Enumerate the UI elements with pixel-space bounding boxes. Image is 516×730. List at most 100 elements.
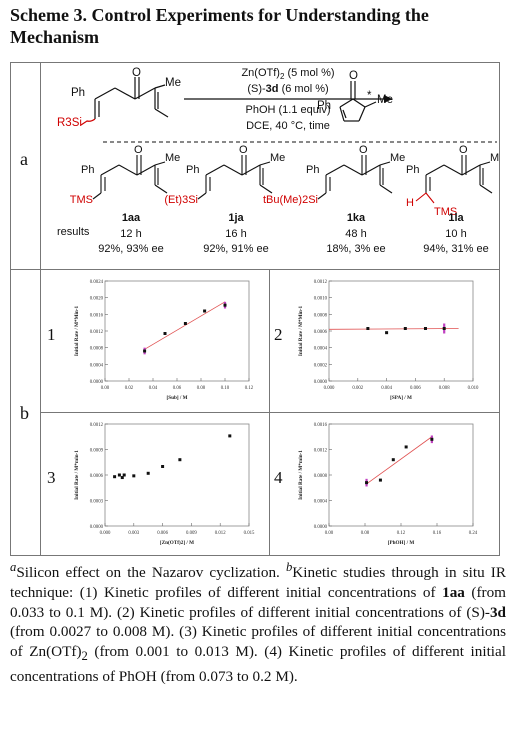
data-point xyxy=(228,434,232,438)
caption-b-text4: (from 0.001 to 0.013 M). (4) Kinetic pro… xyxy=(10,643,506,686)
svg-text:(S)-3d (6 mol %): (S)-3d (6 mol %) xyxy=(247,83,328,95)
y-tick-label: 0.0006 xyxy=(314,330,328,335)
structure-ph: Ph xyxy=(306,164,319,176)
substrate-me: Me xyxy=(165,77,181,89)
data-point xyxy=(163,332,167,335)
x-tick-label: 0.16 xyxy=(433,531,442,536)
kinetic-plot-2: 0.0000 0.0002 0.0004 0.0006 0.0008 0.0010 0.00… xyxy=(298,280,479,401)
substrate-yield-ee: 92%, 91% ee xyxy=(203,243,268,255)
data-point xyxy=(423,327,427,330)
data-point xyxy=(178,458,182,462)
plot-frame xyxy=(104,280,250,382)
plot-number-4: 4 xyxy=(274,468,283,487)
fit-line xyxy=(144,301,226,350)
scheme-figure: a b xyxy=(10,62,500,556)
substrate-time: 48 h xyxy=(345,228,366,240)
data-point xyxy=(391,458,395,462)
substrate-yield-ee: 94%, 31% ee xyxy=(423,243,488,255)
reagent-zn-sub: 2 xyxy=(280,72,285,81)
caption-b-bold2: 3d xyxy=(489,603,506,621)
structure-o: O xyxy=(134,144,143,156)
x-tick-label: 0.02 xyxy=(125,386,134,391)
y-axis-label: Initial Rate / M*min-1 xyxy=(298,450,304,500)
structure-ph: Ph xyxy=(186,164,199,176)
substrate-yield-ee: 92%, 93% ee xyxy=(98,243,163,255)
x-tick-label: 0.004 xyxy=(381,386,392,391)
structure-me: Me xyxy=(165,152,180,164)
y-tick-label: 0.0004 xyxy=(90,363,104,368)
data-point xyxy=(143,349,147,353)
product-o: O xyxy=(349,70,358,82)
x-tick-label: 0.003 xyxy=(128,531,139,536)
y-tick-label: 0.0024 xyxy=(90,280,104,285)
structure-o: O xyxy=(459,144,468,156)
x-tick-label: 0.000 xyxy=(100,531,111,536)
data-point xyxy=(385,331,389,335)
product-star: * xyxy=(367,90,372,102)
data-point xyxy=(183,322,187,325)
x-tick-label: 0.009 xyxy=(186,531,197,536)
substrate-time: 16 h xyxy=(225,228,246,240)
y-tick-label: 0.0004 xyxy=(314,500,328,505)
y-tick-label: 0.0000 xyxy=(90,380,104,385)
substrate-group: (Et)3Si xyxy=(164,194,198,206)
caption-b-mark: b xyxy=(285,560,293,574)
x-tick-label: 0.12 xyxy=(397,531,406,536)
x-tick-label: 0.00 xyxy=(325,531,334,536)
data-point xyxy=(117,473,121,477)
x-tick-label: 0.015 xyxy=(244,531,255,536)
x-tick-label: 0.006 xyxy=(157,531,168,536)
y-axis-label: Initial Rate / M*min-1 xyxy=(74,450,80,500)
catalyst-amount: (6 mol %) xyxy=(279,83,329,95)
substrate-id: 1ka xyxy=(347,212,366,224)
part-divider xyxy=(11,269,499,270)
x-tick-label: 0.006 xyxy=(410,386,421,391)
x-axis-label: [PhOH] / M xyxy=(388,540,415,546)
data-point xyxy=(161,465,165,468)
plot-number-2: 2 xyxy=(274,325,283,344)
substrate-id: 1ja xyxy=(228,212,244,224)
scheme-title: Scheme 3. Control Experiments for Unders… xyxy=(10,5,429,47)
substrate-group: TMS xyxy=(70,194,93,206)
fit-line xyxy=(366,436,433,485)
substrate-group: tBu(Me)2Si xyxy=(263,194,318,206)
y-tick-label: 0.0009 xyxy=(90,449,104,454)
caption-b-bold: 1aa xyxy=(442,583,465,601)
y-tick-label: 0.0016 xyxy=(314,423,328,428)
y-axis-label: Initial Rate / M*Min-1 xyxy=(74,305,80,356)
y-tick-label: 0.0012 xyxy=(314,280,328,285)
product-me: Me xyxy=(377,94,393,106)
substrate-id: 1aa xyxy=(122,212,141,224)
structure-me: Me xyxy=(390,152,405,164)
data-point xyxy=(223,303,227,307)
part-label-a: a xyxy=(20,149,28,169)
caption-a-mark: a xyxy=(10,560,17,574)
y-tick-label: 0.0012 xyxy=(90,330,104,335)
x-axis-label: [SPA] / M xyxy=(390,395,412,401)
data-point xyxy=(132,474,136,478)
substrate-silyl: R3Si xyxy=(57,117,82,129)
caption-b-text3: (from 0.0027 to 0.008 M). (3) Kinetic pr… xyxy=(10,623,506,661)
data-point xyxy=(120,476,124,480)
x-tick-label: 0.06 xyxy=(173,386,182,391)
data-point xyxy=(403,327,407,330)
caption: aSilicon effect on the Nazarov cyclizati… xyxy=(10,558,506,687)
caption-a-text: Silicon effect on the Nazarov cyclizatio… xyxy=(16,564,286,582)
x-tick-label: 0.08 xyxy=(197,386,206,391)
y-tick-label: 0.0010 xyxy=(314,297,328,302)
substrate-1aa: Ph Me O TMS 1aa 12 h 92%, 93% ee xyxy=(70,144,181,255)
caption-b-text2: (from 0.033 to 0.1 M). (2) Kinetic profi… xyxy=(10,583,506,621)
caption-b-sub: 2 xyxy=(81,649,88,664)
substrate-h-label: H xyxy=(406,197,414,209)
kinetic-plot-4: 0.0000 0.0004 0.0008 0.0012 0.0016 0.00 0.08 0.… xyxy=(298,423,478,546)
reagent-zn: Zn(OTf) xyxy=(241,67,280,79)
results-label: results xyxy=(57,226,90,238)
label-column-divider xyxy=(40,63,41,555)
x-tick-label: 0.04 xyxy=(149,386,158,391)
substrate-id: 1la xyxy=(448,212,464,224)
x-axis-label: [Zn(OTf)2] / M xyxy=(160,539,194,546)
x-tick-label: 0.24 xyxy=(469,531,478,536)
y-tick-label: 0.0004 xyxy=(314,347,328,352)
substrate-o: O xyxy=(132,67,141,79)
